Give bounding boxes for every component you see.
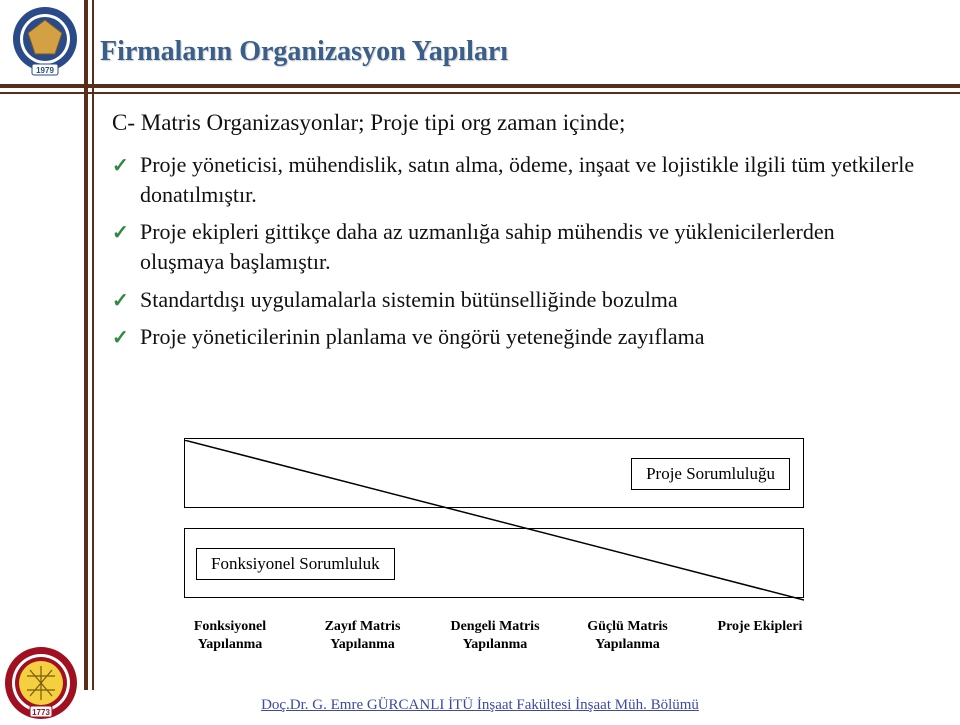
responsibility-diagram: Proje Sorumluluğu Fonksiyonel Sorumluluk…: [170, 430, 820, 660]
footer-text: Doç.Dr. G. Emre GÜRCANLI İTÜ İnşaat Fakü…: [0, 697, 960, 714]
check-icon: ✓: [112, 325, 129, 352]
subtitle-lead: C- Matris Organizasyonlar;: [112, 110, 365, 135]
check-icon: ✓: [112, 220, 129, 247]
bullet-text: Standartdışı uygulamalarla sistemin bütü…: [140, 287, 678, 312]
x-axis-label: FonksiyonelYapılanma: [170, 618, 290, 653]
diagram-lower-label: Fonksiyonel Sorumluluk: [196, 548, 395, 580]
bullet-list: ✓ Proje yöneticisi, mühendislik, satın a…: [112, 150, 922, 352]
bullet-text: Proje yöneticisi, mühendislik, satın alm…: [140, 152, 914, 207]
list-item: ✓ Proje yöneticisi, mühendislik, satın a…: [112, 150, 922, 209]
list-item: ✓ Proje yöneticilerinin planlama ve öngö…: [112, 322, 922, 352]
bullet-text: Proje ekipleri gittikçe daha az uzmanlığ…: [140, 219, 835, 274]
diagram-x-axis: FonksiyonelYapılanma Zayıf MatrisYapılan…: [170, 618, 820, 653]
bullet-text: Proje yöneticilerinin planlama ve öngörü…: [140, 324, 704, 349]
frame-vertical-outer: [84, 0, 88, 690]
x-axis-label: Güçlü MatrisYapılanma: [568, 618, 688, 653]
x-axis-label: Proje Ekipleri: [700, 618, 820, 653]
frame-horizontal-outer: [0, 84, 960, 88]
university-logo-top: 1979: [10, 6, 80, 76]
x-axis-label: Zayıf MatrisYapılanma: [303, 618, 423, 653]
subtitle-rest: Proje tipi org zaman içinde;: [365, 110, 626, 135]
frame-vertical-inner: [92, 0, 94, 690]
check-icon: ✓: [112, 153, 129, 180]
subtitle: C- Matris Organizasyonlar; Proje tipi or…: [112, 110, 922, 136]
svg-text:1979: 1979: [36, 66, 54, 75]
list-item: ✓ Proje ekipleri gittikçe daha az uzmanl…: [112, 217, 922, 276]
x-axis-label: Dengeli MatrisYapılanma: [435, 618, 555, 653]
content-area: C- Matris Organizasyonlar; Proje tipi or…: [112, 110, 922, 360]
page-title: Firmaların Organizasyon Yapıları: [100, 36, 508, 68]
list-item: ✓ Standartdışı uygulamalarla sistemin bü…: [112, 285, 922, 315]
frame-horizontal-inner: [0, 92, 960, 94]
diagram-upper-label: Proje Sorumluluğu: [631, 458, 790, 490]
check-icon: ✓: [112, 288, 129, 315]
